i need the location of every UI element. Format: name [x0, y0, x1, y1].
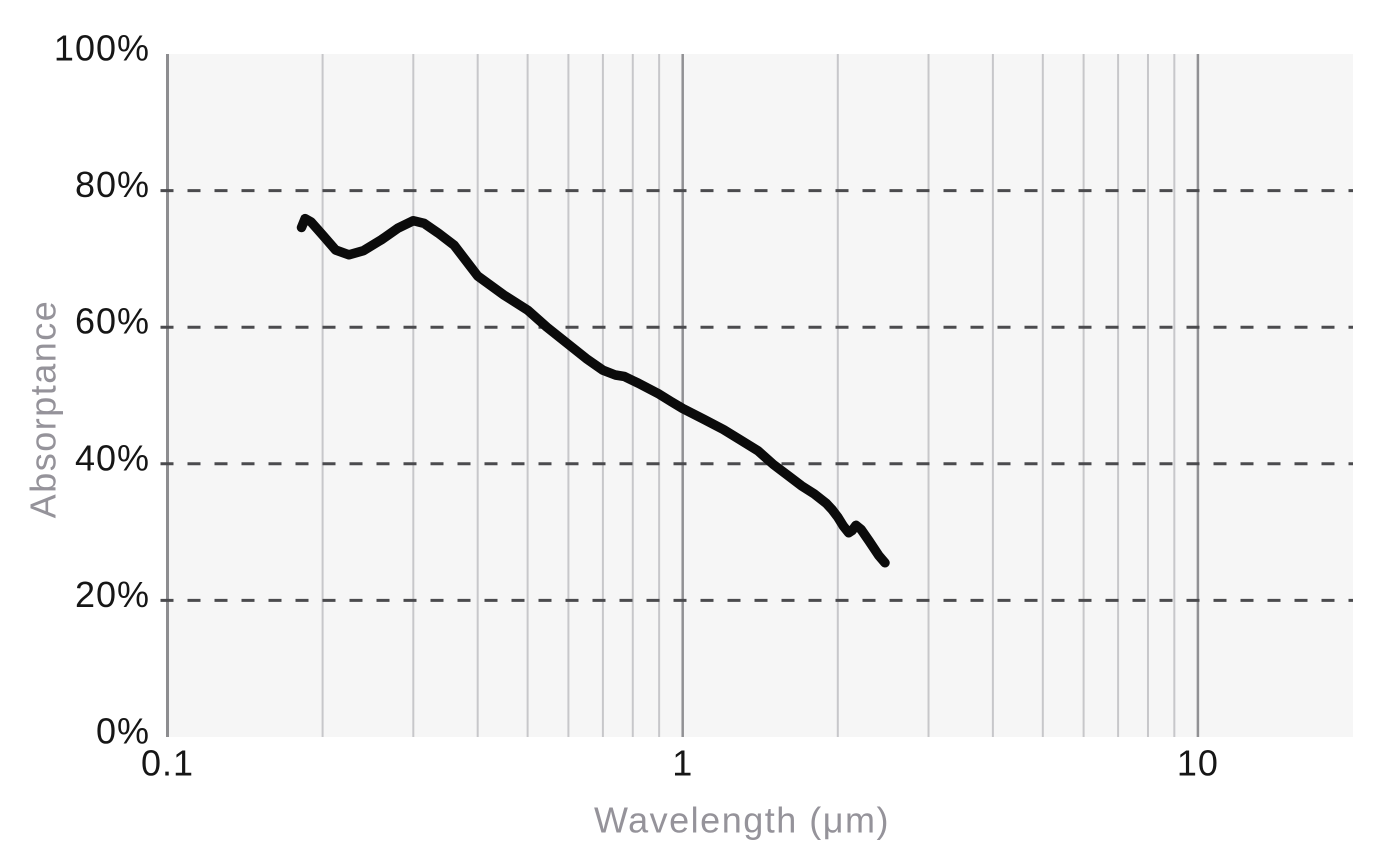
- x-tick-label: 0.1: [141, 743, 194, 784]
- y-tick-label: 0%: [96, 711, 150, 752]
- absorptance-curve: [296, 213, 890, 568]
- curve-layer: [296, 213, 890, 568]
- y-tick-label: 80%: [75, 164, 150, 205]
- tick-layer: 0% 20% 40% 60% 80% 100% 0.1 1 10: [54, 28, 1219, 784]
- y-tick-label: 60%: [75, 301, 150, 342]
- x-tick-label: 10: [1177, 743, 1219, 784]
- y-axis-title: Absorptance: [23, 300, 64, 519]
- y-tick-label: 40%: [75, 437, 150, 478]
- grid-layer: [160, 54, 1353, 737]
- x-tick-label: 1: [672, 743, 693, 784]
- y-tick-label: 20%: [75, 574, 150, 615]
- y-tick-label: 100%: [54, 28, 150, 69]
- x-axis-title: Wavelength (μm): [594, 800, 890, 841]
- plot-area: [167, 54, 1353, 737]
